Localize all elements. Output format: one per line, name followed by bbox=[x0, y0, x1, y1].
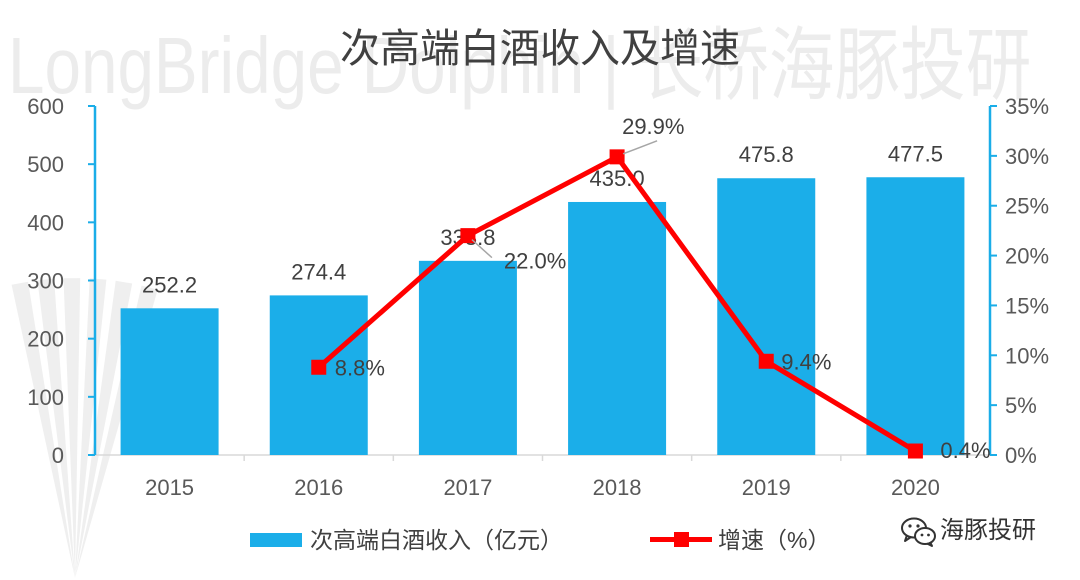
x-axis-tick-label: 2019 bbox=[742, 475, 791, 500]
x-axis-labels: 2015 2016 2017 2018 2019 2020 bbox=[145, 475, 940, 500]
watermark-text: LongBridge Dolphin | 长桥海豚投研 bbox=[8, 21, 1032, 110]
logo-stripe bbox=[63, 278, 81, 578]
wechat-icon bbox=[900, 516, 938, 548]
revenue-bar-2018 bbox=[568, 201, 667, 455]
growth-marker-2018 bbox=[609, 149, 625, 165]
growth-markers bbox=[311, 149, 923, 459]
revenue-bar-2016 bbox=[269, 295, 368, 455]
logo-stripe bbox=[37, 278, 75, 578]
brand-name: 海豚投研 bbox=[940, 517, 1036, 544]
logo-watermark bbox=[11, 278, 158, 578]
revenue-value-label: 252.2 bbox=[142, 272, 197, 297]
x-axis-tick-label: 2016 bbox=[294, 475, 343, 500]
y-axis-left-tick-label: 0 bbox=[52, 443, 64, 468]
y-axis-left-tick-label: 500 bbox=[27, 152, 64, 177]
growth-value-label: 0.4% bbox=[940, 438, 990, 463]
growth-value-label: 22.0% bbox=[504, 249, 566, 274]
y-axis-right-tick-label: 10% bbox=[1005, 343, 1049, 368]
growth-marker-2019 bbox=[758, 353, 774, 369]
growth-value-label: 9.4% bbox=[781, 349, 831, 374]
growth-value-label: 29.9% bbox=[622, 114, 684, 139]
growth-marker-2017 bbox=[460, 228, 476, 244]
logo-stripe bbox=[75, 278, 107, 578]
y-axis-right-tick-label: 15% bbox=[1005, 293, 1049, 318]
revenue-bar-2020 bbox=[866, 177, 965, 456]
y-axis-right-labels: 0% 5% 10% 15% 20% 25% 30% 35% bbox=[1005, 94, 1049, 468]
leader-lines bbox=[471, 140, 658, 259]
y-axis-right-tick-label: 20% bbox=[1005, 244, 1049, 269]
leader-line bbox=[622, 140, 658, 155]
revenue-bars bbox=[120, 177, 965, 456]
growth-value-labels: 8.8% 22.0% 29.9% 9.4% 0.4% bbox=[335, 114, 991, 463]
y-axis-right-tick-label: 30% bbox=[1005, 144, 1049, 169]
leader-line bbox=[471, 239, 493, 259]
y-axis-left-tick-label: 200 bbox=[27, 327, 64, 352]
x-axis-tick-label: 2015 bbox=[145, 475, 194, 500]
revenue-value-label: 475.8 bbox=[739, 142, 794, 167]
axes bbox=[88, 105, 997, 461]
revenue-value-label: 477.5 bbox=[888, 141, 943, 166]
x-axis-tick-label: 2017 bbox=[443, 475, 492, 500]
y-axis-right-tick-label: 5% bbox=[1005, 393, 1037, 418]
growth-marker-2020 bbox=[907, 443, 923, 459]
growth-marker-2016 bbox=[311, 359, 327, 375]
y-axis-left-tick-label: 400 bbox=[27, 210, 64, 235]
logo-stripe bbox=[11, 281, 76, 578]
y-axis-right-tick-label: 0% bbox=[1005, 443, 1037, 468]
logo-stripe bbox=[75, 280, 133, 578]
y-axis-left-tick-label: 300 bbox=[27, 269, 64, 294]
y-axis-left-labels: 0 100 200 300 400 500 600 bbox=[27, 94, 64, 468]
x-axis-tick-label: 2020 bbox=[891, 475, 940, 500]
growth-value-label: 8.8% bbox=[335, 355, 385, 380]
revenue-bar-2015 bbox=[120, 308, 219, 455]
y-axis-right-tick-label: 35% bbox=[1005, 94, 1049, 119]
chart-title: 次高端白酒收入及增速 bbox=[340, 27, 740, 71]
x-axis-tick-label: 2018 bbox=[593, 475, 642, 500]
revenue-bar-2017 bbox=[418, 260, 517, 455]
y-axis-right-tick-label: 25% bbox=[1005, 194, 1049, 219]
y-axis-left-tick-label: 100 bbox=[27, 385, 64, 410]
revenue-value-label: 274.4 bbox=[291, 259, 346, 284]
y-axis-left-tick-label: 600 bbox=[27, 94, 64, 119]
